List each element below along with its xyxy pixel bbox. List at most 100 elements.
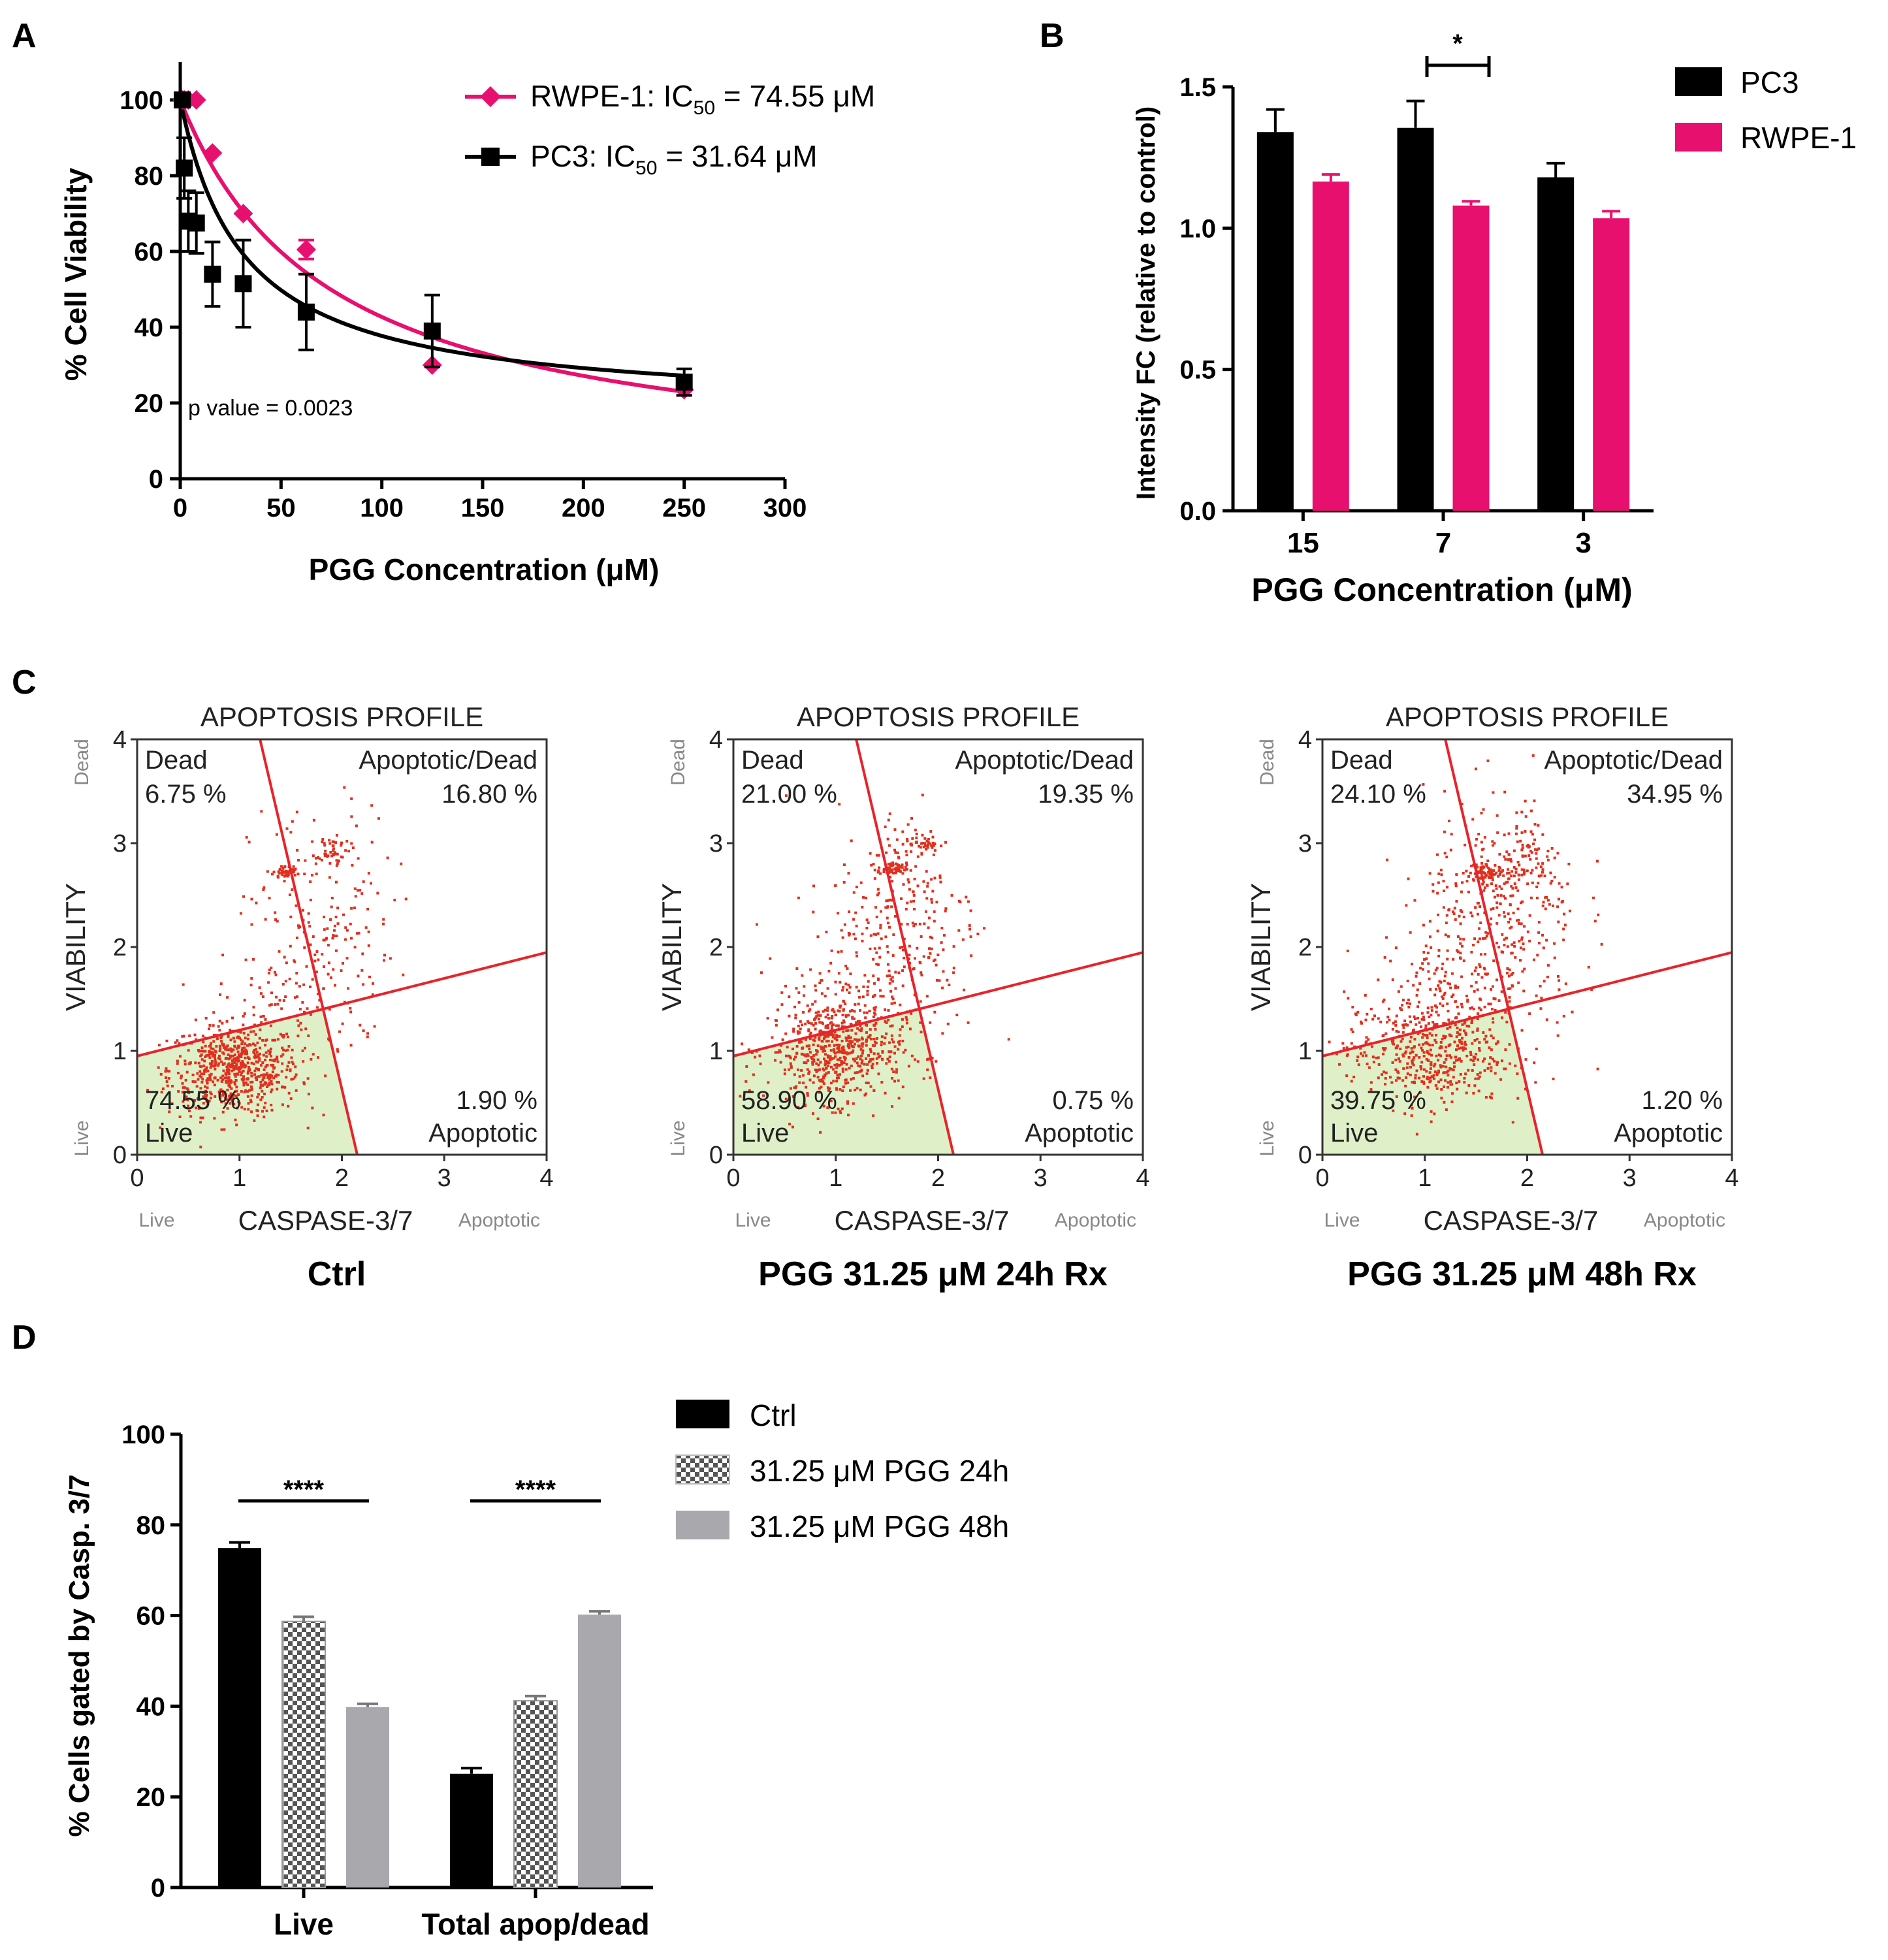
event-dot [866, 1063, 869, 1066]
event-dot [829, 1099, 833, 1102]
event-dot [778, 1050, 782, 1053]
event-dot [277, 870, 280, 873]
event-dot [263, 1068, 266, 1071]
event-dot [869, 1050, 872, 1053]
y-tick-label: 20 [135, 389, 164, 418]
event-dot [872, 974, 875, 978]
event-dot [353, 907, 356, 910]
event-dot [1445, 914, 1448, 917]
event-dot [887, 1009, 890, 1012]
event-dot [1400, 1040, 1403, 1043]
event-dot [1480, 848, 1484, 851]
event-dot [246, 1044, 249, 1047]
event-dot [199, 1146, 202, 1149]
event-dot [250, 1071, 253, 1074]
event-dot [793, 1073, 796, 1076]
event-dot [876, 888, 880, 891]
event-dot [311, 840, 314, 843]
event-dot [1381, 1047, 1384, 1050]
event-dot [1543, 980, 1546, 983]
event-dot [246, 1037, 249, 1040]
event-dot [916, 1060, 920, 1063]
event-dot [1471, 878, 1475, 881]
event-dot [1447, 1018, 1450, 1021]
event-dot [313, 953, 317, 956]
event-dot [1397, 1030, 1400, 1033]
event-dot [1540, 997, 1543, 1000]
event-dot [235, 1063, 238, 1066]
event-dot [754, 1055, 757, 1059]
event-dot [831, 1040, 834, 1043]
event-dot [1456, 1026, 1459, 1029]
event-dot [1480, 875, 1484, 878]
x-tick-label: 4 [1725, 1165, 1738, 1192]
event-dot [1533, 799, 1536, 803]
event-dot [321, 841, 324, 844]
event-dot [255, 1060, 258, 1063]
event-dot [874, 1027, 877, 1031]
event-dot [842, 1019, 845, 1022]
event-dot [1507, 920, 1511, 924]
event-dot [1531, 869, 1534, 872]
event-dot [262, 1053, 265, 1057]
event-dot [1491, 1057, 1494, 1061]
event-dot [1428, 920, 1432, 923]
event-dot [1483, 1069, 1486, 1072]
event-dot [940, 927, 944, 930]
event-dot [220, 1080, 223, 1083]
event-dot [1452, 1068, 1455, 1072]
event-dot [1478, 1041, 1481, 1044]
event-dot [367, 944, 370, 947]
event-dot [835, 1088, 839, 1091]
event-dot [1458, 914, 1461, 918]
event-dot [930, 947, 933, 950]
event-dot [278, 869, 281, 872]
event-dot [827, 969, 831, 972]
panel-a-legend: RWPE-1: IC50 = 74.55 μM PC3: IC50 = 31.6… [465, 79, 875, 179]
event-dot [1342, 1047, 1345, 1050]
event-dot [903, 965, 906, 969]
event-dot [1471, 818, 1475, 821]
event-dot [824, 1016, 827, 1019]
event-dot [353, 887, 357, 890]
event-dot [264, 1065, 267, 1068]
event-dot [1521, 843, 1524, 846]
event-dot [1395, 1053, 1398, 1056]
event-dot [334, 841, 338, 844]
event-dot [879, 995, 882, 998]
event-dot [201, 1116, 204, 1119]
x-tick-label: 300 [763, 494, 807, 522]
event-dot [1490, 1066, 1493, 1069]
event-dot [858, 1029, 861, 1032]
event-dot [886, 1057, 889, 1061]
event-dot [357, 857, 360, 860]
event-dot [234, 1090, 237, 1093]
event-dot [1445, 921, 1448, 924]
event-dot [217, 1062, 221, 1065]
event-dot [382, 918, 385, 921]
event-dot [227, 1067, 230, 1070]
event-dot [1456, 1087, 1459, 1091]
event-dot [182, 983, 185, 986]
event-dot [832, 1080, 835, 1083]
event-dot [829, 1082, 833, 1085]
event-dot [1418, 1021, 1421, 1024]
event-dot [816, 1117, 820, 1121]
event-dot [284, 873, 287, 876]
event-dot [890, 1034, 893, 1037]
event-dot [1435, 1023, 1439, 1026]
event-dot [281, 1053, 285, 1056]
y-tick-label: 3 [1298, 830, 1312, 858]
event-dot [267, 981, 270, 984]
event-dot [841, 1089, 844, 1093]
event-dot [359, 1023, 362, 1027]
event-dot [167, 1077, 170, 1080]
dead-percent: 6.75 % [145, 780, 227, 809]
event-dot [197, 1078, 200, 1081]
event-dot [332, 854, 335, 857]
event-dot [1351, 1030, 1354, 1033]
y-tick-label: 40 [136, 1692, 166, 1721]
event-dot [892, 933, 895, 937]
event-dot [955, 1014, 959, 1017]
event-dot [268, 1004, 271, 1007]
